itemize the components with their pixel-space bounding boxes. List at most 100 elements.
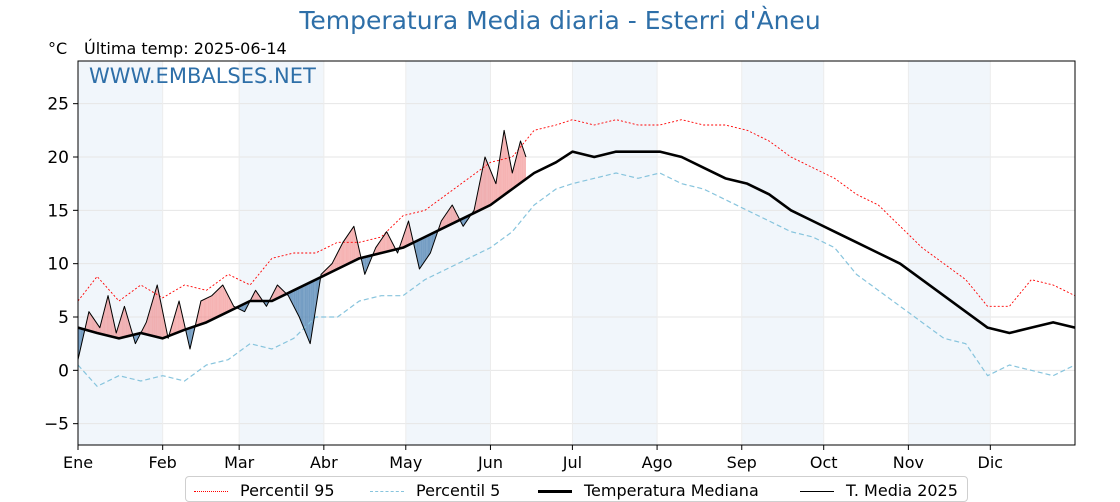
anomaly-below	[423, 237, 425, 263]
legend-label-2025: T. Media 2025	[846, 481, 958, 500]
anomaly-above	[501, 139, 503, 197]
anomaly-above	[444, 215, 446, 228]
anomaly-above	[123, 306, 125, 338]
anomaly-above	[500, 148, 502, 198]
anomaly-above	[407, 221, 409, 246]
anomaly-above	[517, 146, 520, 185]
y-tick-label: 10	[47, 255, 69, 275]
anomaly-above	[200, 300, 203, 325]
anomaly-below	[430, 233, 432, 253]
legend-label-p95: Percentil 95	[240, 481, 335, 500]
anomaly-above	[493, 177, 495, 203]
anomaly-above	[276, 285, 278, 299]
anomaly-above	[218, 287, 221, 317]
x-tick-label: Jun	[477, 453, 503, 472]
anomaly-above	[520, 141, 522, 183]
anomaly-above	[228, 295, 230, 312]
anomaly-above	[347, 234, 349, 265]
anomaly-above	[519, 141, 521, 184]
anomaly-above	[103, 306, 106, 335]
x-tick-label: May	[389, 453, 422, 472]
anomaly-above	[479, 177, 481, 211]
y-tick-label: −5	[44, 415, 69, 435]
legend-item-median: Temperatura Mediana	[538, 481, 759, 500]
anomaly-above	[504, 130, 506, 195]
anomaly-above	[179, 301, 181, 332]
anomaly-above	[147, 313, 150, 335]
plot-frame	[77, 60, 1076, 446]
x-tick-label: Ago	[642, 453, 673, 472]
month-band	[908, 61, 991, 445]
anomaly-below	[418, 239, 420, 269]
anomaly-above	[95, 321, 98, 333]
anomaly-below	[368, 255, 371, 265]
anomaly-above	[277, 285, 279, 299]
anomaly-below	[363, 257, 365, 275]
anomaly-above	[505, 137, 507, 194]
legend-swatch-median	[538, 490, 572, 493]
anomaly-above	[388, 234, 390, 252]
anomaly-below	[461, 218, 464, 227]
anomaly-below	[296, 288, 298, 315]
anomaly-above	[213, 293, 215, 319]
anomaly-above	[93, 317, 95, 333]
legend-swatch-p95	[194, 491, 228, 492]
anomaly-above	[151, 299, 154, 336]
anomaly-above	[158, 291, 160, 338]
x-tick-label: Jul	[562, 453, 582, 472]
x-tick-label: Dic	[978, 453, 1004, 472]
anomaly-below	[291, 291, 293, 304]
y-tick-label: 15	[47, 201, 69, 221]
y-tick-label: 25	[47, 95, 69, 115]
anomaly-above	[345, 236, 348, 265]
anomaly-below	[426, 235, 428, 259]
anomaly-above	[446, 211, 449, 227]
y-axis-unit: °C	[48, 39, 68, 58]
x-tick-label: Sep	[727, 453, 757, 472]
anomaly-above	[383, 233, 386, 253]
anomaly-below	[136, 333, 139, 341]
p95-line	[77, 119, 1076, 307]
anomaly-above	[513, 162, 516, 188]
anomaly-above	[177, 301, 180, 333]
anomaly-above	[203, 299, 206, 324]
anomaly-below	[422, 237, 424, 265]
anomaly-above	[90, 313, 92, 332]
anomaly-above	[486, 160, 488, 207]
anomaly-above	[401, 237, 404, 248]
anomaly-above	[389, 237, 391, 251]
anomaly-above	[453, 207, 455, 223]
anomaly-above	[224, 287, 226, 314]
anomaly-above	[155, 285, 158, 337]
anomaly-above	[409, 227, 412, 245]
anomaly-above	[121, 310, 124, 338]
anomaly-above	[153, 294, 155, 337]
anomaly-below	[303, 285, 305, 331]
x-tick-label: Oct	[810, 453, 838, 472]
anomaly-above	[124, 306, 126, 337]
anomaly-above	[202, 299, 204, 324]
anomaly-above	[157, 285, 159, 338]
anomaly-above	[378, 241, 380, 254]
anomaly-below	[243, 303, 245, 312]
x-tick-label: Nov	[893, 453, 924, 472]
anomaly-below	[299, 287, 301, 321]
month-band	[741, 61, 824, 445]
anomaly-below	[312, 280, 315, 327]
anomaly-below	[297, 287, 300, 317]
chart-title: Temperatura Media diaria - Esterri d'Àne…	[299, 6, 821, 35]
legend-item-2025: T. Media 2025	[800, 481, 958, 500]
anomaly-above	[105, 301, 107, 336]
anomaly-above	[483, 157, 485, 209]
anomaly-above	[271, 293, 274, 301]
anomaly-above	[113, 320, 115, 338]
anomaly-above	[333, 258, 335, 271]
anomaly-above	[94, 319, 96, 333]
anomaly-above	[379, 239, 382, 254]
anomaly-above	[381, 237, 383, 253]
anomaly-above	[515, 157, 517, 187]
anomaly-above	[491, 173, 494, 204]
legend-swatch-p5	[370, 491, 404, 492]
anomaly-above	[149, 308, 151, 336]
